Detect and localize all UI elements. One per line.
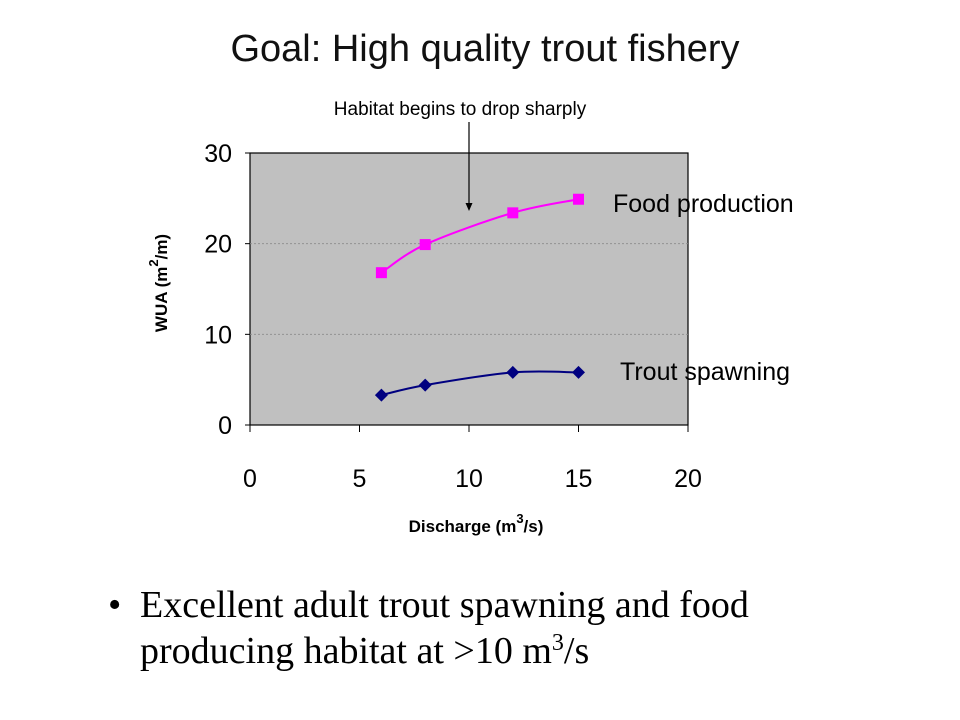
x-axis-label: Discharge (m3/s) bbox=[409, 511, 544, 536]
bullet-text-suffix: /s bbox=[563, 630, 590, 672]
y-axis-label: WUA (m2/m) bbox=[146, 234, 171, 332]
series-label: Food production bbox=[613, 190, 794, 218]
y-tick-label: 20 bbox=[204, 231, 232, 259]
y-tick-label: 0 bbox=[218, 412, 232, 440]
bullet-text-main: Excellent adult trout spawning and food … bbox=[140, 584, 749, 672]
series-point-1 bbox=[374, 388, 388, 402]
x-tick-label: 10 bbox=[455, 465, 483, 493]
bullet-text: Excellent adult trout spawning and food … bbox=[140, 582, 900, 674]
series-line-1 bbox=[381, 370, 579, 397]
annotation-text: Habitat begins to drop sharply bbox=[334, 99, 587, 120]
series-point-0 bbox=[507, 207, 519, 219]
annotation-arrowhead bbox=[465, 203, 473, 212]
x-tick-label: 15 bbox=[565, 465, 593, 493]
bullet-marker: • bbox=[108, 584, 122, 626]
y-tick-label: 30 bbox=[204, 140, 232, 168]
series-point-0 bbox=[573, 193, 584, 205]
slide-title: Goal: High quality trout fishery bbox=[230, 28, 740, 70]
series-label: Trout spawning bbox=[620, 358, 790, 386]
bullet-text-superscript: 3 bbox=[551, 630, 564, 656]
bullet-point: • Excellent adult trout spawning and foo… bbox=[100, 582, 900, 674]
x-tick-label: 0 bbox=[243, 465, 257, 493]
series-point-1 bbox=[418, 378, 432, 392]
series-point-0 bbox=[419, 239, 431, 251]
series-point-0 bbox=[375, 267, 387, 279]
y-tick-label: 10 bbox=[204, 321, 232, 349]
x-tick-label: 5 bbox=[353, 465, 367, 493]
series-point-1 bbox=[572, 365, 585, 379]
series-point-1 bbox=[506, 365, 520, 379]
x-tick-label: 20 bbox=[674, 465, 702, 493]
series-line-0 bbox=[380, 198, 579, 274]
